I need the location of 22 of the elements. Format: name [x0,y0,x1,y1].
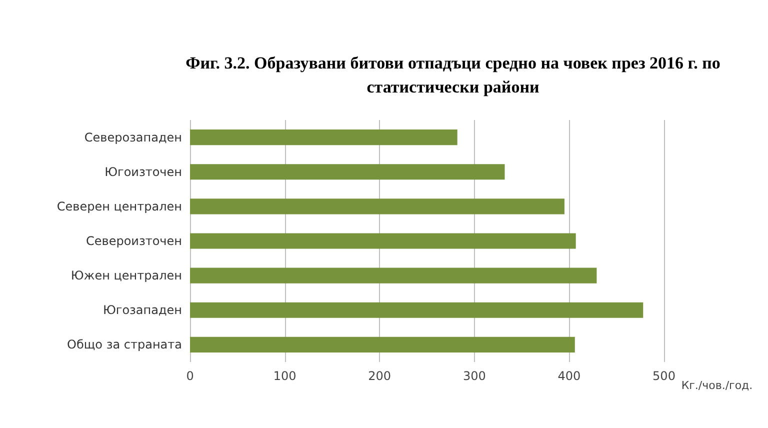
x-tick-label: 200 [368,369,392,383]
x-tick-label: 400 [558,369,581,383]
bar [190,198,564,214]
bar [190,233,576,249]
bar [190,130,458,146]
x-tick-label: 100 [273,369,296,383]
bar [190,336,575,352]
x-tick-label: 0 [186,369,194,383]
y-tick-label: Южен централен [70,268,182,283]
y-tick-label: Североизточен [86,234,182,248]
y-tick-label: Югоизточен [104,164,182,179]
bar [190,302,644,318]
chart-title: Фиг. 3.2. Образувани битови отпадъци средно на човек през 2016 г. по статистически райони [186,54,720,96]
x-axis-title: Кг./чов./год. [681,379,753,392]
bar [190,268,597,284]
y-tick-label: Общо за страната [67,338,182,352]
y-tick-label: Северен централен [56,199,182,214]
y-tick-label: Северозападен [84,130,182,144]
x-tick-label: 500 [652,369,676,383]
y-tick-label: Югозападен [102,303,182,318]
x-tick-label: 300 [462,369,486,383]
bar [190,164,505,180]
